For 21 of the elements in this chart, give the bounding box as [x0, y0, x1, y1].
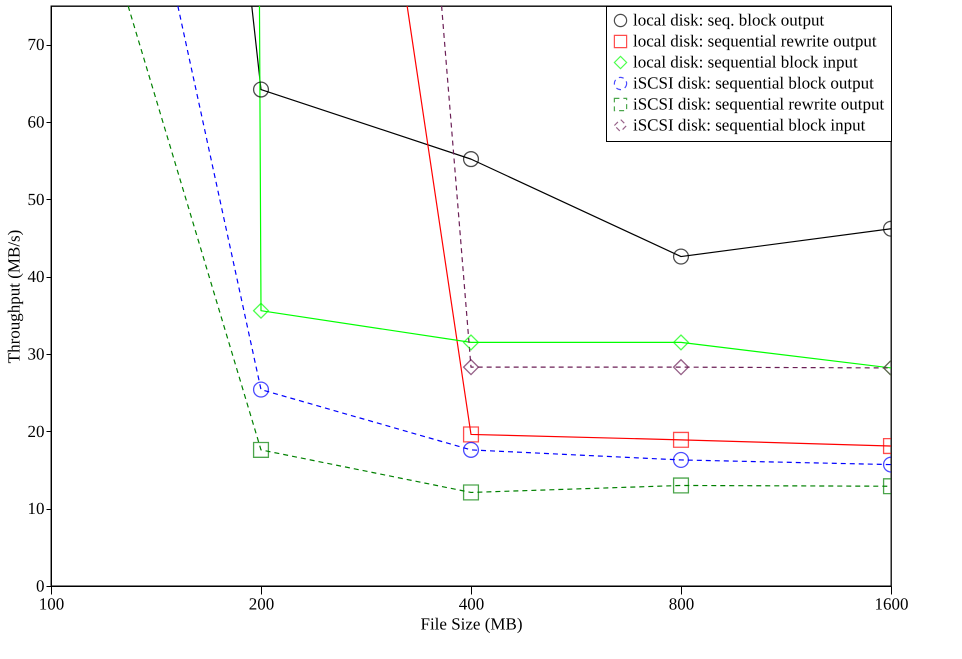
y-tick-label: 70 — [28, 35, 44, 54]
legend-label: local disk: seq. block output — [633, 10, 824, 30]
y-tick-label: 50 — [28, 190, 44, 209]
x-tick-label: 400 — [458, 594, 484, 614]
y-tick-label: 20 — [28, 422, 44, 441]
legend-label: iSCSI disk: sequential rewrite output — [633, 94, 884, 114]
legend-label: iSCSI disk: sequential block input — [633, 116, 866, 134]
y-tick-label: 0 — [36, 576, 44, 596]
x-axis-title: File Size (MB) — [420, 614, 522, 634]
legend-label: iSCSI disk: sequential block output — [633, 74, 874, 92]
legend-label: local disk: sequential block input — [633, 52, 858, 72]
y-axis-title: Throughput (MB/s) — [4, 230, 24, 364]
x-tick-label: 100 — [38, 594, 64, 614]
x-tick-label: 200 — [248, 594, 274, 614]
y-tick-label: 10 — [28, 499, 44, 518]
y-tick-label: 40 — [28, 267, 44, 286]
x-tick-label: 1600 — [874, 594, 908, 614]
x-tick-label: 800 — [668, 594, 694, 614]
y-tick-label: 60 — [28, 112, 44, 132]
legend-label: local disk: sequential rewrite output — [633, 32, 877, 50]
y-tick-label: 30 — [28, 344, 44, 364]
